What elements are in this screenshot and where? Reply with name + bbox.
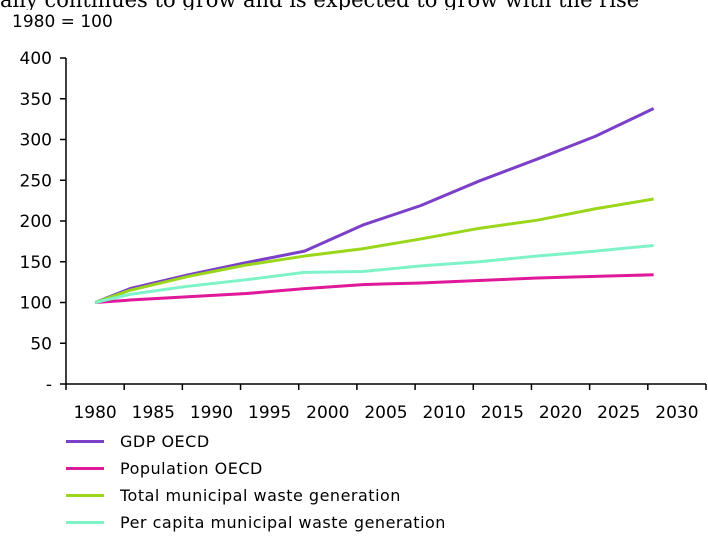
cropped-caption-text: ally continues to grow and is expected t… — [0, 0, 708, 10]
legend-swatch — [66, 521, 104, 524]
chart-ticks: - 50 100 150 200 250 300 350 400 1980 1985 1990 1995… — [20, 49, 707, 423]
legend-label: Total municipal waste generation — [120, 486, 401, 505]
y-axis-unit-label: 1980 = 100 — [12, 12, 113, 32]
x-tick-label: 2015 — [481, 403, 524, 423]
x-tick-label: 2000 — [306, 403, 349, 423]
chart-axes — [65, 58, 706, 385]
series-line — [94, 197, 654, 304]
x-tick-label: 1990 — [190, 403, 233, 423]
legend-label: Population OECD — [120, 459, 263, 478]
y-tick-label: 200 — [20, 212, 52, 232]
y-tick-label: 400 — [20, 49, 52, 69]
y-tick-label: 150 — [20, 253, 52, 273]
x-tick-label: 2025 — [597, 403, 640, 423]
y-tick-label: - — [46, 375, 52, 395]
legend-label: Per capita municipal waste generation — [120, 513, 446, 532]
y-tick-label: 250 — [20, 171, 52, 191]
legend-label: GDP OECD — [120, 432, 210, 451]
x-tick-label: 2005 — [364, 403, 407, 423]
y-tick-label: 300 — [20, 131, 52, 151]
x-tick-label: 2010 — [423, 403, 466, 423]
series-line — [94, 273, 654, 304]
legend-item: Population OECD — [66, 455, 446, 482]
line-chart: - 50 100 150 200 250 300 350 400 1980 1985 1990 1995… — [20, 49, 707, 423]
y-tick-label: 350 — [20, 90, 52, 110]
x-tick-label: 1980 — [73, 403, 116, 423]
y-tick-label: 50 — [30, 334, 52, 354]
legend-item: Per capita municipal waste generation — [66, 509, 446, 536]
series-line — [94, 107, 655, 304]
legend-swatch — [66, 494, 104, 497]
x-tick-label: 1985 — [132, 403, 175, 423]
chart-series-lines — [94, 107, 655, 304]
legend-item: Total municipal waste generation — [66, 482, 446, 509]
series-line — [94, 243, 654, 304]
legend-item: GDP OECD — [66, 428, 446, 455]
chart-legend: GDP OECD Population OECD Total municipal… — [66, 428, 446, 536]
legend-swatch — [66, 440, 104, 443]
y-tick-label: 100 — [20, 294, 52, 314]
x-tick-label: 1995 — [248, 403, 291, 423]
x-tick-label: 2030 — [655, 403, 698, 423]
x-tick-label: 2020 — [539, 403, 582, 423]
legend-swatch — [66, 467, 104, 470]
